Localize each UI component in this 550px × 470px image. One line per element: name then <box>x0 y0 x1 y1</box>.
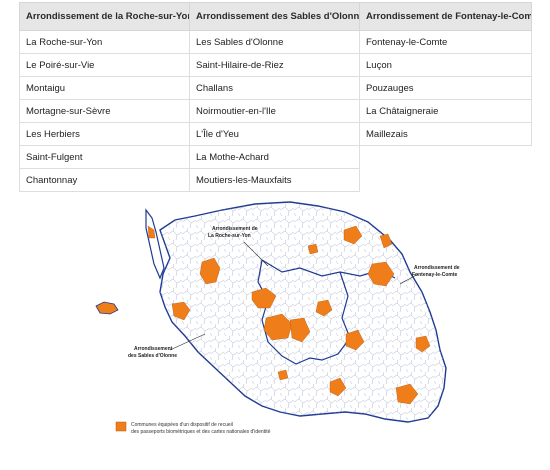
table-row: Saint-Fulgent La Mothe-Achard <box>19 145 532 169</box>
table-cell: La Mothe-Achard <box>189 145 360 169</box>
table-cell: Noirmoutier-en-l'Ile <box>189 99 360 123</box>
table-row: Le Poiré-sur-Vie Saint-Hilaire-de-Riez L… <box>19 53 532 77</box>
table-cell: Saint-Fulgent <box>19 145 190 169</box>
map-label-fontenay-line2: Fontenay-le-Comte <box>412 272 458 278</box>
table-cell: L'Île d'Yeu <box>189 122 360 146</box>
header-sables-d-olonne: Arrondissement des Sables d'Olonne <box>189 2 360 31</box>
table-row: Mortagne-sur-Sèvre Noirmoutier-en-l'Ile … <box>19 99 532 123</box>
table-cell: Les Sables d'Olonne <box>189 30 360 54</box>
table-cell: Chantonnay <box>19 168 190 192</box>
table-row: Chantonnay Moutiers-les-Mauxfaits <box>19 168 532 192</box>
table-cell: Montaigu <box>19 76 190 100</box>
table-cell: La Roche-sur-Yon <box>19 30 190 54</box>
legend-line1: Communes équipées d'un dispositif de rec… <box>131 422 233 428</box>
arrondissement-table: Arrondissement de la Roche-sur-Yon Arron… <box>19 2 532 192</box>
table-cell: Maillezais <box>359 122 532 146</box>
table-cell: Moutiers-les-Mauxfaits <box>189 168 360 192</box>
map-label-sables-line2: des Sables d'Olonne <box>128 353 177 359</box>
equipped-communes <box>147 225 431 405</box>
table-cell-empty <box>360 146 532 169</box>
table-cell: Fontenay-le-Comte <box>359 30 532 54</box>
ile-d-yeu-island <box>95 301 119 315</box>
table-cell: Pouzauges <box>359 76 532 100</box>
table-cell: Le Poiré-sur-Vie <box>19 53 190 77</box>
table-cell: La Châtaigneraie <box>359 99 532 123</box>
legend-swatch <box>115 421 127 432</box>
header-roche-sur-yon: Arrondissement de la Roche-sur-Yon <box>19 2 190 31</box>
table-cell: Saint-Hilaire-de-Riez <box>189 53 360 77</box>
table-cell-empty <box>360 169 532 192</box>
header-fontenay-le-comte: Arrondissement de Fontenay-le-Comte <box>359 2 532 31</box>
table-cell: Mortagne-sur-Sèvre <box>19 99 190 123</box>
table-cell: Les Herbiers <box>19 122 190 146</box>
legend-line2: des passeports biométriques et des carte… <box>131 429 271 435</box>
map-label-fontenay-line1: Arrondissement de <box>414 265 460 271</box>
table-header-row: Arrondissement de la Roche-sur-Yon Arron… <box>19 2 532 31</box>
map-legend: Communes équipées d'un dispositif de rec… <box>115 421 271 435</box>
table-row: Les Herbiers L'Île d'Yeu Maillezais <box>19 122 532 146</box>
table-cell: Challans <box>189 76 360 100</box>
map-label-roche-line1: Arrondissement de <box>212 226 258 232</box>
vendee-map: Arrondissement de La Roche-sur-Yon Arron… <box>95 201 460 435</box>
callout-lines <box>169 241 419 351</box>
noirmoutier-island <box>145 208 165 280</box>
table-cell: Luçon <box>359 53 532 77</box>
map-label-roche-line2: La Roche-sur-Yon <box>208 233 251 239</box>
department-shape <box>159 201 447 423</box>
table-row: Montaigu Challans Pouzauges <box>19 76 532 100</box>
map-label-sables-line1: Arrondissement <box>134 346 173 352</box>
table-row: La Roche-sur-Yon Les Sables d'Olonne Fon… <box>19 30 532 54</box>
